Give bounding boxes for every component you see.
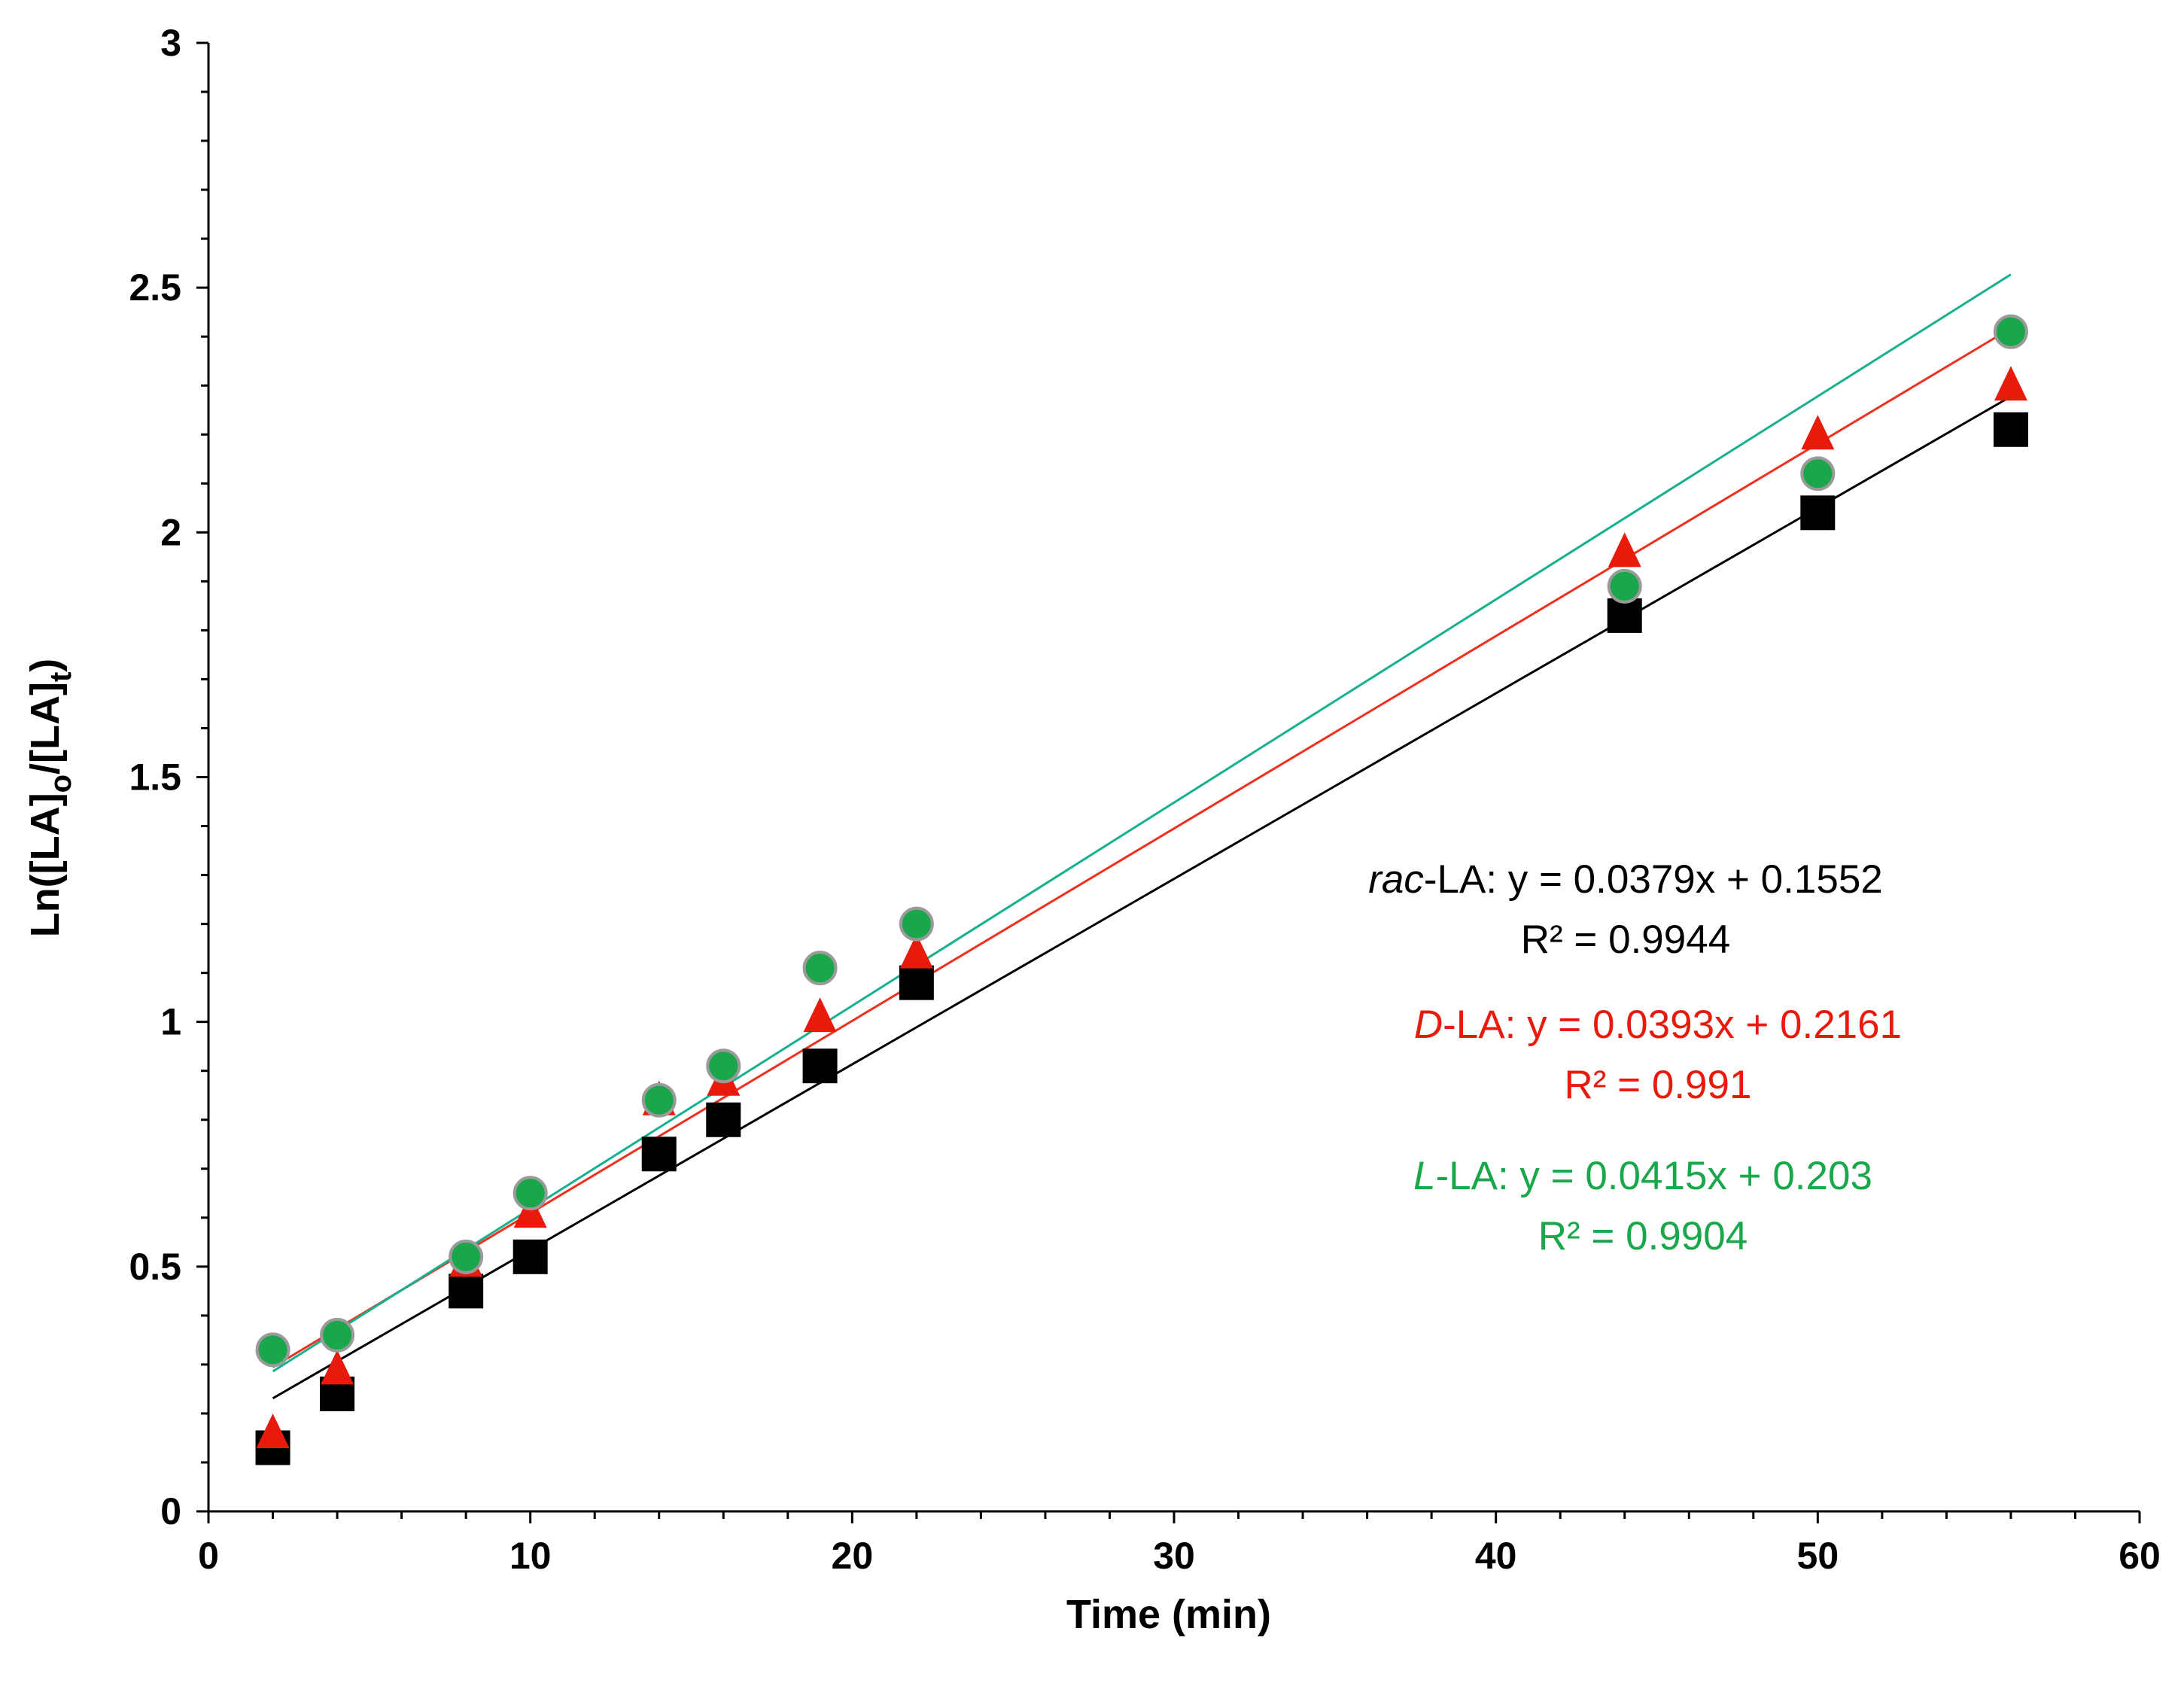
x-tick-label: 60 bbox=[2119, 1535, 2161, 1577]
x-tick-label: 30 bbox=[1153, 1535, 1195, 1577]
point-l-la bbox=[1800, 456, 1836, 491]
y-tick-label: 1 bbox=[160, 1001, 181, 1043]
point-rac-la bbox=[513, 1239, 548, 1274]
y-tick-label: 3 bbox=[160, 22, 181, 64]
point-rac-la bbox=[706, 1102, 741, 1137]
point-l-la bbox=[1607, 568, 1642, 604]
point-l-la bbox=[320, 1317, 355, 1353]
point-l-la bbox=[255, 1332, 290, 1368]
data-points bbox=[255, 314, 2028, 1465]
y-tick-label: 2.5 bbox=[129, 266, 181, 309]
r2-l-la: R² = 0.9904 bbox=[1538, 1214, 1748, 1258]
point-rac-la bbox=[899, 965, 934, 1000]
point-rac-la bbox=[1607, 598, 1642, 633]
point-d-la bbox=[899, 933, 933, 969]
x-tick-label: 50 bbox=[1797, 1535, 1839, 1577]
x-axis-title: Time (min) bbox=[1066, 1592, 1271, 1637]
axes: 00.511.522.530 10 20 30 40 50 60 bbox=[129, 22, 2160, 1577]
x-tick-label: 10 bbox=[509, 1535, 552, 1577]
trendline-rac-la bbox=[272, 395, 2012, 1400]
x-tick-label: 0 bbox=[198, 1535, 219, 1577]
point-d-la bbox=[803, 997, 837, 1033]
r2-rac-la: R² = 0.9944 bbox=[1521, 918, 1730, 962]
point-d-la bbox=[1994, 366, 2027, 401]
equation-d-la: D-LA: y = 0.0393x + 0.2161 bbox=[1414, 1003, 1902, 1047]
point-l-la bbox=[706, 1048, 741, 1084]
point-l-la bbox=[641, 1082, 677, 1118]
equation-rac-la: rac-LA: y = 0.0379x + 0.1552 bbox=[1368, 857, 1883, 902]
point-l-la bbox=[513, 1176, 548, 1211]
point-d-la bbox=[256, 1413, 290, 1448]
point-d-la bbox=[513, 1193, 547, 1228]
equation-l-la: L-LA: y = 0.0415x + 0.203 bbox=[1413, 1154, 1872, 1198]
point-l-la bbox=[802, 951, 838, 986]
point-d-la bbox=[1801, 415, 1835, 450]
y-axis-title: Ln([LA]o/[LA]t) bbox=[23, 659, 78, 938]
point-l-la bbox=[449, 1239, 484, 1274]
trendline-d-la bbox=[272, 327, 2012, 1368]
point-d-la bbox=[321, 1350, 354, 1385]
trendlines bbox=[272, 273, 2012, 1400]
y-tick-label: 1.5 bbox=[129, 756, 181, 799]
trendline-l-la bbox=[272, 273, 2012, 1373]
point-l-la bbox=[899, 906, 934, 942]
point-rac-la bbox=[449, 1274, 484, 1309]
point-rac-la bbox=[1800, 495, 1836, 531]
y-tick-label: 2 bbox=[160, 511, 181, 553]
x-tick-label: 20 bbox=[832, 1535, 874, 1577]
x-tick-label: 40 bbox=[1475, 1535, 1517, 1577]
y-tick-label: 0 bbox=[160, 1490, 181, 1532]
point-rac-la bbox=[1993, 412, 2028, 447]
point-rac-la bbox=[802, 1048, 838, 1084]
r2-d-la: R² = 0.991 bbox=[1565, 1063, 1752, 1107]
point-d-la bbox=[1608, 532, 1641, 568]
point-l-la bbox=[1993, 314, 2028, 349]
point-rac-la bbox=[641, 1137, 677, 1172]
y-tick-label: 0.5 bbox=[129, 1246, 181, 1288]
